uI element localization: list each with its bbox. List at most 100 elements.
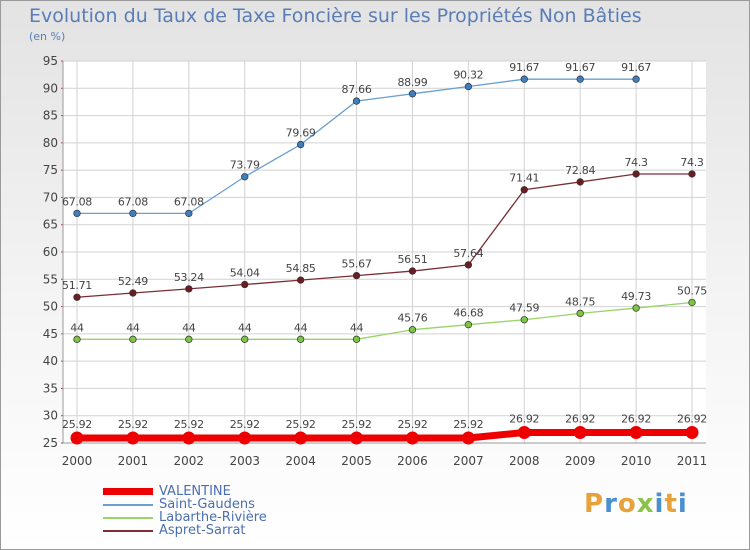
legend-label: VALENTINE	[159, 484, 231, 499]
data-label-aspret-sarrat: 57.64	[453, 247, 483, 260]
data-label-valentine: 25.92	[286, 418, 316, 431]
y-tick-label: 50	[43, 300, 58, 314]
point-aspret-sarrat	[688, 170, 696, 178]
data-label-aspret-sarrat: 54.04	[230, 267, 260, 280]
y-tick-label: 70	[43, 190, 58, 204]
point-valentine	[350, 431, 364, 445]
logo-letter: o	[617, 489, 637, 519]
x-tick-label: 2002	[174, 454, 205, 468]
point-aspret-sarrat	[241, 280, 249, 289]
x-tick-label: 2000	[62, 454, 93, 468]
series-line-labarthe-rivi-re	[76, 301, 693, 340]
data-label-saint-gaudens: 87.66	[342, 83, 372, 96]
point-labarthe-rivi-re	[520, 316, 528, 324]
point-saint-gaudens	[576, 75, 584, 83]
logo-letter: P	[584, 489, 605, 519]
legend-label: Aspret-Sarrat	[159, 523, 246, 538]
data-label-labarthe-rivi-re: 48.75	[565, 295, 595, 308]
x-tick-label: 2001	[118, 454, 149, 468]
data-label-labarthe-rivi-re: 44	[126, 321, 140, 334]
logo-letter: r	[604, 489, 618, 519]
y-tick-label: 40	[43, 354, 58, 368]
legend-label: Labarthe-Rivière	[159, 510, 267, 525]
point-saint-gaudens	[185, 209, 193, 218]
point-aspret-sarrat	[352, 271, 361, 280]
legend-item-valentine: VALENTINE	[103, 485, 267, 498]
point-saint-gaudens	[408, 90, 417, 98]
point-saint-gaudens	[352, 97, 361, 105]
legend: VALENTINE Saint-Gaudens Labarthe-Rivière As…	[103, 485, 267, 537]
y-tick-label: 55	[43, 272, 58, 286]
data-label-labarthe-rivi-re: 45.76	[397, 312, 427, 325]
point-labarthe-rivi-re	[129, 335, 137, 343]
data-label-valentine: 25.92	[174, 418, 204, 431]
data-label-valentine: 26.92	[565, 413, 595, 426]
point-labarthe-rivi-re	[241, 335, 249, 343]
data-label-valentine: 25.92	[230, 418, 260, 431]
data-label-labarthe-rivi-re: 44	[238, 321, 252, 334]
point-valentine	[629, 426, 643, 440]
point-valentine	[405, 431, 419, 445]
data-label-aspret-sarrat: 53.24	[174, 271, 204, 284]
chart-title: Evolution du Taux de Taxe Foncière sur l…	[29, 5, 642, 27]
data-label-saint-gaudens: 91.67	[565, 61, 595, 74]
legend-swatch	[103, 503, 153, 506]
y-tick-label: 45	[43, 327, 58, 341]
data-label-aspret-sarrat: 55.67	[342, 258, 372, 271]
point-saint-gaudens	[464, 82, 473, 91]
data-label-valentine: 26.92	[677, 413, 707, 426]
data-label-saint-gaudens: 91.67	[621, 61, 651, 74]
point-saint-gaudens	[73, 209, 81, 218]
data-label-labarthe-rivi-re: 44	[294, 321, 308, 334]
point-aspret-sarrat	[185, 285, 193, 293]
point-aspret-sarrat	[632, 170, 640, 178]
data-label-labarthe-rivi-re: 44	[70, 321, 84, 334]
point-valentine	[70, 431, 84, 445]
logo-letter: x	[636, 489, 655, 519]
legend-label: Saint-Gaudens	[159, 497, 255, 512]
point-aspret-sarrat	[520, 186, 528, 194]
x-tick-label: 2005	[341, 454, 372, 468]
point-saint-gaudens	[296, 140, 305, 149]
data-label-aspret-sarrat: 51.71	[62, 279, 92, 292]
data-label-valentine: 26.92	[509, 413, 539, 426]
x-tick-label: 2010	[621, 454, 652, 468]
y-tick-label: 90	[43, 81, 58, 95]
point-labarthe-rivi-re	[408, 326, 417, 334]
point-aspret-sarrat	[464, 261, 473, 269]
y-tick-label: 30	[43, 409, 58, 423]
logo-letter: i	[654, 489, 665, 519]
point-saint-gaudens	[129, 209, 137, 218]
y-tick-label: 65	[43, 218, 58, 232]
point-valentine	[126, 431, 140, 445]
data-label-aspret-sarrat: 74.3	[624, 156, 648, 169]
data-label-labarthe-rivi-re: 44	[350, 321, 364, 334]
point-labarthe-rivi-re	[73, 335, 81, 343]
point-aspret-sarrat	[296, 276, 305, 284]
point-aspret-sarrat	[129, 289, 137, 297]
legend-swatch	[103, 529, 153, 532]
y-tick-label: 60	[43, 245, 58, 259]
data-label-aspret-sarrat: 52.49	[118, 275, 148, 288]
point-saint-gaudens	[241, 173, 249, 181]
data-label-valentine: 26.92	[621, 413, 651, 426]
x-tick-label: 2003	[229, 454, 260, 468]
data-label-saint-gaudens: 91.67	[509, 61, 539, 74]
y-tick-label: 25	[43, 436, 58, 450]
point-aspret-sarrat	[73, 293, 81, 301]
legend-item-saint-gaudens: Saint-Gaudens	[103, 498, 267, 511]
point-labarthe-rivi-re	[632, 304, 640, 312]
point-labarthe-rivi-re	[464, 321, 473, 329]
y-tick-label: 35	[43, 381, 58, 395]
data-label-saint-gaudens: 73.79	[230, 159, 260, 172]
point-labarthe-rivi-re	[296, 335, 305, 343]
point-aspret-sarrat	[408, 267, 417, 275]
data-label-saint-gaudens: 67.08	[118, 195, 148, 208]
data-label-valentine: 25.92	[62, 418, 92, 431]
data-label-valentine: 25.92	[118, 418, 148, 431]
y-tick-label: 85	[43, 109, 58, 123]
data-label-saint-gaudens: 67.08	[62, 195, 92, 208]
point-valentine	[517, 426, 531, 440]
point-labarthe-rivi-re	[688, 298, 696, 307]
